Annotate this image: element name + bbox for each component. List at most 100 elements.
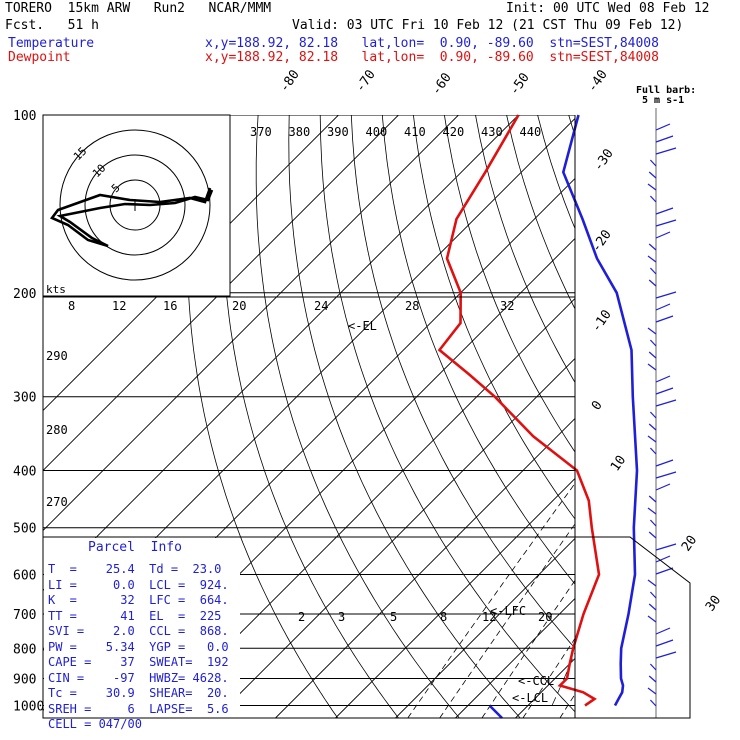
wind-barb <box>655 219 677 227</box>
background-grid <box>43 115 740 719</box>
wind-barb <box>647 579 657 587</box>
wind-barb <box>655 651 677 659</box>
dewpoint-legend-label: Dewpoint <box>8 50 71 65</box>
dry-adiabat <box>724 115 740 718</box>
wind-barb <box>655 291 677 299</box>
dry-adiabat <box>350 115 575 649</box>
mixing-ratio-line <box>522 637 575 718</box>
isotherm-line <box>515 657 575 718</box>
dry-adiabat <box>537 115 575 230</box>
isotherm-tick-label: -60 <box>429 70 455 98</box>
wind-barb <box>655 147 677 155</box>
mixing-ratio-label: 5 <box>390 610 397 624</box>
hodograph-speed-label: 12 <box>112 299 126 313</box>
pressure-tick-label: 500 <box>13 522 36 537</box>
mixing-ratio-line <box>609 471 740 719</box>
wind-barb <box>655 567 674 575</box>
isotherm-line <box>275 417 575 718</box>
wind-barb <box>648 243 657 251</box>
wind-barb <box>655 123 671 131</box>
theta-side-label: 280 <box>46 423 68 437</box>
level-annotation: <-CCL <box>518 674 554 688</box>
level-annotation: <-LFC <box>490 604 526 618</box>
wind-barb <box>649 339 657 347</box>
isotherm-tick-label: -30 <box>591 146 617 174</box>
mixing-ratio-line <box>439 523 575 718</box>
isotherm-line <box>395 537 575 718</box>
wind-barbs <box>647 108 677 718</box>
hodograph-speed-label: 28 <box>405 299 419 313</box>
dewpoint-profile <box>437 114 601 707</box>
wind-barb <box>647 183 657 191</box>
isotherm-line <box>215 357 575 718</box>
hodograph-speed-label: 20 <box>232 299 246 313</box>
wind-barb <box>655 315 674 323</box>
theta-label: 420 <box>443 125 465 139</box>
isotherm-line <box>335 477 575 718</box>
mixing-ratio-label: 12 <box>482 610 496 624</box>
theta-label: 400 <box>366 125 388 139</box>
level-annotation: <-EL <box>348 319 377 333</box>
init-time: Init: 00 UTC Wed 08 Feb 12 <box>506 1 710 16</box>
pressure-tick-label: 300 <box>13 391 36 406</box>
isotherm-tick-label: 10 <box>608 453 629 474</box>
isotherm-line <box>695 115 740 718</box>
parcel-info-row: TT = 41 EL = 225 <box>48 608 222 623</box>
pressure-tick-label: 1000 <box>13 699 44 714</box>
mixing-ratio-label: 20 <box>538 610 552 624</box>
wind-barb <box>647 363 657 371</box>
parcel-info-row: CIN = -97 HWBZ= 4628. <box>48 670 229 685</box>
wind-barb <box>655 483 671 491</box>
wind-barb-legend-unit: 5 m s-1 <box>642 95 684 106</box>
mixing-ratio-label: 3 <box>338 610 345 624</box>
parcel-info-title: Parcel Info <box>88 540 182 555</box>
forecast-hour: Fcst. 51 h <box>5 18 99 33</box>
dry-adiabat <box>693 115 740 718</box>
dry-adiabat <box>600 115 740 718</box>
hodograph-speed-label: 32 <box>500 299 514 313</box>
dry-adiabat <box>631 115 740 718</box>
parcel-info-row: SVI = 2.0 CCL = 868. <box>48 624 229 638</box>
isotherm-tick-label: 0 <box>589 398 606 413</box>
theta-label: 370 <box>250 125 272 139</box>
dry-adiabat <box>475 115 575 384</box>
dry-adiabat <box>413 115 575 520</box>
temperature-surface-segment <box>489 705 503 719</box>
dry-adiabat <box>319 115 575 713</box>
dry-adiabat <box>221 115 399 718</box>
wind-barb <box>649 591 657 599</box>
theta-side-label: 290 <box>46 349 68 363</box>
mixing-ratio-line <box>481 579 575 718</box>
level-annotation: <-LCL <box>512 691 548 705</box>
temperature-profile <box>561 114 639 707</box>
model-run-title: TORERO 15km ARW Run2 NCAR/MMM <box>5 1 272 16</box>
hodograph-trace <box>49 187 214 248</box>
wind-barb <box>647 615 657 623</box>
isotherm-line <box>43 115 399 472</box>
mixing-ratio-label: 2 <box>298 610 305 624</box>
wind-barb <box>649 411 657 419</box>
dry-adiabat <box>444 115 575 453</box>
dry-adiabat <box>381 115 575 585</box>
hodograph-speed-label: 8 <box>68 299 75 313</box>
isotherm-line <box>455 597 575 718</box>
isotherm-line <box>43 115 519 592</box>
dry-adiabat <box>186 115 339 718</box>
isotherm-tick-label: 30 <box>703 593 724 614</box>
isotherm-tick-label: -40 <box>585 67 611 95</box>
wind-barb <box>655 207 674 215</box>
isotherm-line <box>575 115 740 718</box>
theta-label: 440 <box>520 125 542 139</box>
wind-barb <box>647 435 657 443</box>
wind-barb <box>647 507 657 515</box>
wind-barb <box>648 495 657 503</box>
wind-barb-legend: Full barb: <box>636 85 696 96</box>
wind-barb <box>655 459 674 467</box>
temperature-legend-label: Temperature <box>8 36 95 51</box>
pressure-tick-label: 800 <box>13 642 36 657</box>
parcel-info-row: SREH = 6 LAPSE= 5.6 <box>48 701 229 716</box>
parcel-info-row: K = 32 LFC = 664. <box>48 593 229 607</box>
mixing-ratio-line <box>407 482 575 718</box>
